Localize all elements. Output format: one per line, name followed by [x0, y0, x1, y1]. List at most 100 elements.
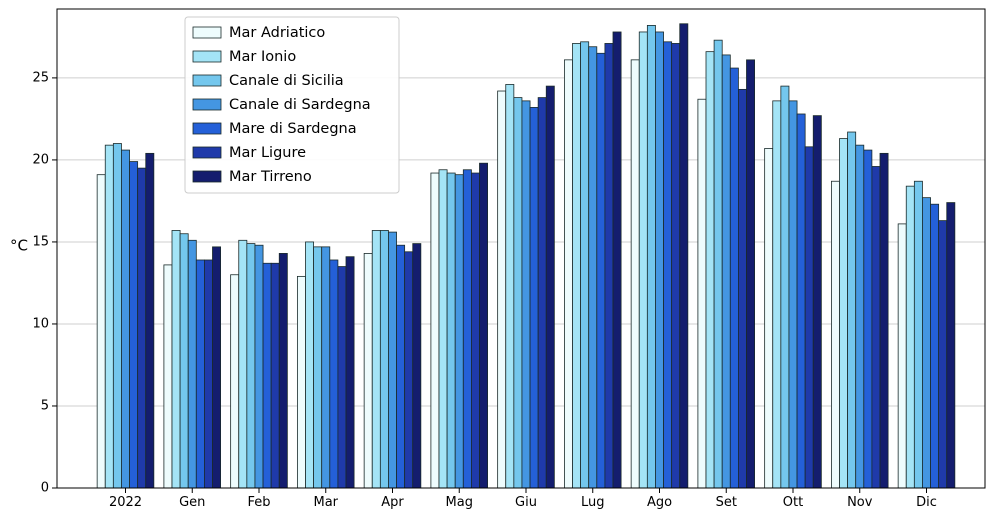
legend-label: Mare di Sardegna: [229, 121, 357, 137]
bar: [671, 43, 681, 489]
bar: [738, 88, 747, 489]
legend-swatch: [192, 98, 222, 111]
bar: [913, 180, 923, 489]
axes: [56, 8, 986, 489]
bar: [721, 54, 731, 489]
bar: [630, 59, 640, 489]
y-tick-label: 20: [32, 152, 49, 167]
bar: [238, 239, 248, 489]
bar: [655, 31, 664, 489]
bar: [163, 264, 173, 489]
bar: [796, 113, 806, 489]
x-tick-label: Nov: [847, 495, 873, 509]
bar: [697, 98, 707, 489]
bar: [638, 31, 648, 489]
x-tick-label: Ott: [783, 495, 803, 509]
bar: [772, 100, 782, 489]
bar: [564, 59, 573, 489]
bar: [938, 220, 948, 489]
bar: [203, 259, 213, 489]
y-axis-ticks: 0 5 10 15 20 25: [32, 70, 57, 496]
bar: [371, 230, 381, 489]
bar: [596, 52, 606, 489]
bar: [337, 266, 347, 489]
bar: [171, 230, 181, 489]
x-tick-label: Mag: [446, 495, 473, 509]
bar: [588, 46, 598, 489]
bar: [839, 138, 849, 489]
legend-label: Mar Tirreno: [229, 169, 312, 185]
bar: [521, 100, 531, 489]
bar: [388, 231, 397, 489]
bar: [246, 243, 256, 489]
bar: [580, 41, 590, 489]
y-tick-label: 25: [32, 70, 49, 85]
bar: [96, 174, 106, 489]
bar: [254, 244, 264, 489]
bar: [179, 233, 189, 489]
bar: [604, 43, 614, 489]
legend-label: Mar Ligure: [229, 145, 306, 161]
x-tick-label: Set: [716, 495, 737, 509]
plot-frame: [56, 8, 986, 489]
bar: [513, 97, 523, 489]
y-tick-label: 0: [41, 481, 49, 496]
legend-label: Canale di Sardegna: [229, 97, 371, 113]
legend-swatch: [192, 50, 222, 63]
legend: Mar Adriatico Mar Ionio Canale di Sicilia C…: [184, 16, 400, 194]
bar: [470, 172, 480, 489]
legend-label: Mar Adriatico: [229, 25, 325, 41]
bar: [922, 197, 931, 489]
bar: [270, 262, 280, 489]
x-tick-label: Ago: [647, 495, 672, 509]
bar: [313, 246, 323, 489]
bar: [278, 253, 288, 489]
bar: [296, 275, 306, 489]
bar: [345, 256, 355, 489]
bar: [195, 259, 205, 489]
bar: [462, 169, 472, 489]
bar: [897, 223, 907, 489]
bar: [746, 59, 756, 489]
x-tick-label: Apr: [381, 495, 404, 509]
bar: [454, 174, 464, 489]
bar: [479, 162, 489, 489]
bar: [729, 67, 739, 489]
bar: [137, 167, 147, 489]
bar: [396, 244, 406, 489]
bar: [104, 144, 114, 489]
x-tick-label: Giu: [515, 495, 537, 509]
bar: [112, 143, 122, 489]
bar: [529, 107, 539, 489]
x-tick-label: 2022: [109, 495, 142, 509]
bar: [879, 152, 889, 489]
bars-group: [96, 23, 956, 489]
bar: [713, 39, 723, 489]
bar: [329, 259, 339, 489]
bar: [863, 149, 873, 489]
bar: [612, 31, 622, 489]
bar: [430, 172, 440, 489]
legend-label: Canale di Sicilia: [229, 73, 344, 89]
bar: [871, 166, 881, 489]
bar: [764, 148, 774, 489]
bar: [129, 161, 139, 489]
bar: [321, 246, 331, 489]
x-axis-ticks: 2022 Gen Feb Mar Apr Mag Giu Lug Ago Set Ott Nov Dic: [109, 488, 937, 509]
bar: [505, 84, 515, 489]
legend-label: Mar Ionio: [229, 49, 296, 65]
bar: [230, 274, 240, 489]
legend-box: [184, 16, 400, 194]
legend-swatch: [192, 146, 222, 159]
bar: [446, 172, 456, 489]
x-tick-label: Gen: [179, 495, 205, 509]
x-tick-label: Dic: [916, 495, 937, 509]
bar: [946, 202, 956, 489]
legend-swatch: [192, 122, 222, 135]
legend-swatch: [192, 170, 222, 183]
bar: [855, 144, 865, 489]
bar: [905, 185, 915, 489]
bar: [572, 43, 582, 489]
bar: [663, 41, 673, 489]
bar: [305, 241, 315, 489]
